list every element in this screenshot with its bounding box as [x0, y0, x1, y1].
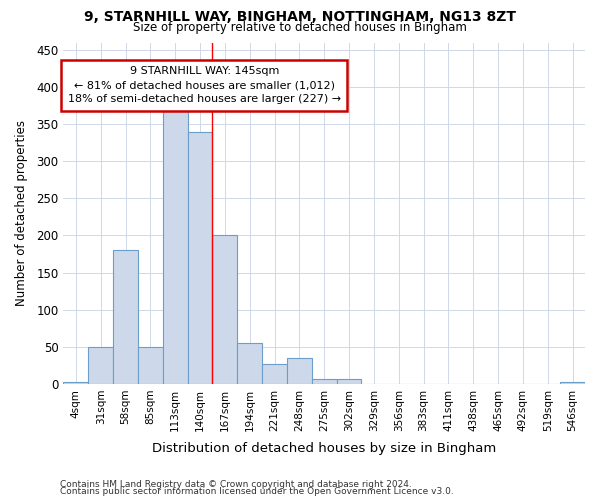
Y-axis label: Number of detached properties: Number of detached properties	[15, 120, 28, 306]
Bar	[188, 132, 212, 384]
Text: 9 STARNHILL WAY: 145sqm
← 81% of detached houses are smaller (1,012)
18% of semi: 9 STARNHILL WAY: 145sqm ← 81% of detache…	[68, 66, 341, 104]
Bar	[163, 110, 188, 384]
Text: Contains public sector information licensed under the Open Government Licence v3: Contains public sector information licen…	[60, 487, 454, 496]
X-axis label: Distribution of detached houses by size in Bingham: Distribution of detached houses by size …	[152, 442, 496, 455]
Bar	[64, 382, 88, 384]
Bar	[560, 382, 585, 384]
Text: Contains HM Land Registry data © Crown copyright and database right 2024.: Contains HM Land Registry data © Crown c…	[60, 480, 412, 489]
Bar	[237, 343, 262, 384]
Text: 9, STARNHILL WAY, BINGHAM, NOTTINGHAM, NG13 8ZT: 9, STARNHILL WAY, BINGHAM, NOTTINGHAM, N…	[84, 10, 516, 24]
Bar	[113, 250, 138, 384]
Bar	[287, 358, 312, 384]
Bar	[262, 364, 287, 384]
Text: Size of property relative to detached houses in Bingham: Size of property relative to detached ho…	[133, 21, 467, 34]
Bar	[138, 347, 163, 384]
Bar	[88, 347, 113, 384]
Bar	[337, 380, 361, 384]
Bar	[212, 236, 237, 384]
Bar	[312, 380, 337, 384]
